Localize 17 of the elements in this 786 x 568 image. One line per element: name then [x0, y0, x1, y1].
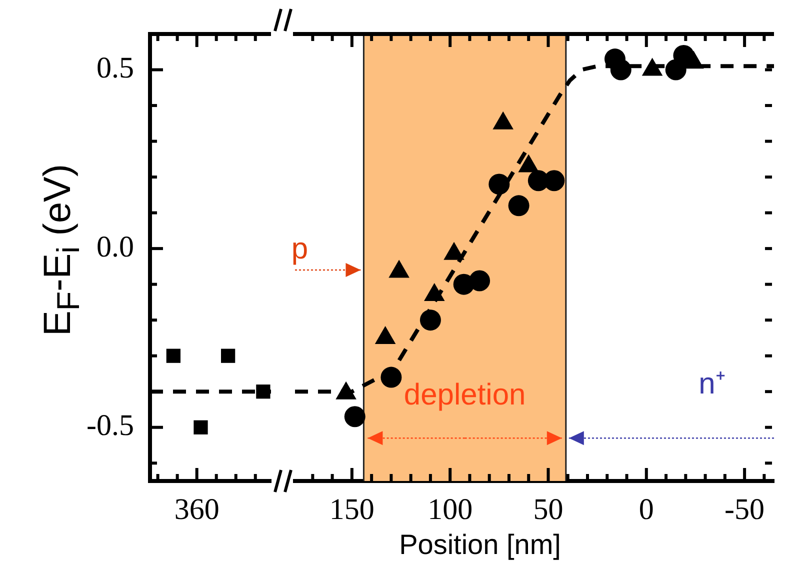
point	[194, 420, 208, 434]
y-tick-label: 0.0	[96, 230, 134, 264]
annotation: depletion	[404, 378, 526, 412]
x-axis-title: Position [nm]	[399, 529, 561, 561]
point	[166, 348, 180, 363]
x-tick-label: 360	[174, 492, 220, 526]
annotation: n⁺	[698, 367, 726, 400]
y-tick-label: 0.5	[96, 52, 134, 85]
y-tick-label: -0.5	[86, 409, 134, 442]
x-tick-label: 100	[428, 492, 473, 526]
point	[220, 348, 236, 363]
annotation: p	[291, 232, 308, 266]
x-tick-label: 50	[533, 492, 564, 526]
x-tick-label: 0	[638, 492, 654, 526]
point	[256, 384, 270, 399]
x-tick-label: -50	[724, 492, 765, 526]
x-tick-label: 150	[329, 492, 374, 526]
